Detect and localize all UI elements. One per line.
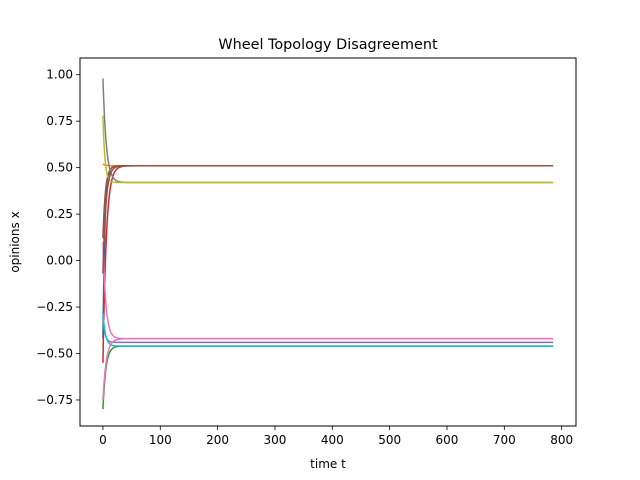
x-tick-label: 500 xyxy=(378,433,401,447)
series-line xyxy=(102,337,554,401)
chart-title: Wheel Topology Disagreement xyxy=(218,37,438,53)
y-tick-label: −0.75 xyxy=(36,393,73,407)
series-line xyxy=(102,115,554,184)
series-line xyxy=(102,345,554,410)
y-tick-label: 0.75 xyxy=(46,114,73,128)
x-tick-label: 400 xyxy=(321,433,344,447)
x-tick-label: 200 xyxy=(206,433,229,447)
x-axis-ticks: 0 100 200 300 400 500 600 700 800 xyxy=(99,426,573,447)
series-line xyxy=(102,241,554,340)
series-line xyxy=(102,312,554,347)
y-tick-label: −0.50 xyxy=(36,347,73,361)
x-tick-label: 800 xyxy=(550,433,573,447)
y-tick-label: −0.25 xyxy=(36,300,73,314)
series-line xyxy=(102,165,554,363)
x-tick-label: 700 xyxy=(493,433,516,447)
x-tick-label: 300 xyxy=(264,433,287,447)
x-axis-label: time t xyxy=(310,457,346,471)
series-line xyxy=(102,165,554,239)
plot-frame xyxy=(79,57,577,427)
y-tick-label: 1.00 xyxy=(46,68,73,82)
x-tick-label: 600 xyxy=(436,433,459,447)
series-line xyxy=(102,165,554,339)
series-line xyxy=(102,316,554,344)
series-line xyxy=(102,165,554,274)
series-line xyxy=(102,78,554,184)
y-tick-label: 0.00 xyxy=(46,254,73,268)
series-lines xyxy=(102,78,554,410)
x-tick-label: 100 xyxy=(149,433,172,447)
y-tick-label: 0.25 xyxy=(46,207,73,221)
y-tick-label: 0.50 xyxy=(46,161,73,175)
y-axis-label: opinions x xyxy=(8,211,22,272)
x-tick-label: 0 xyxy=(99,433,107,447)
y-axis-ticks: −0.75 −0.50 −0.25 0.00 0.25 0.50 0.75 1.00 xyxy=(36,68,80,407)
